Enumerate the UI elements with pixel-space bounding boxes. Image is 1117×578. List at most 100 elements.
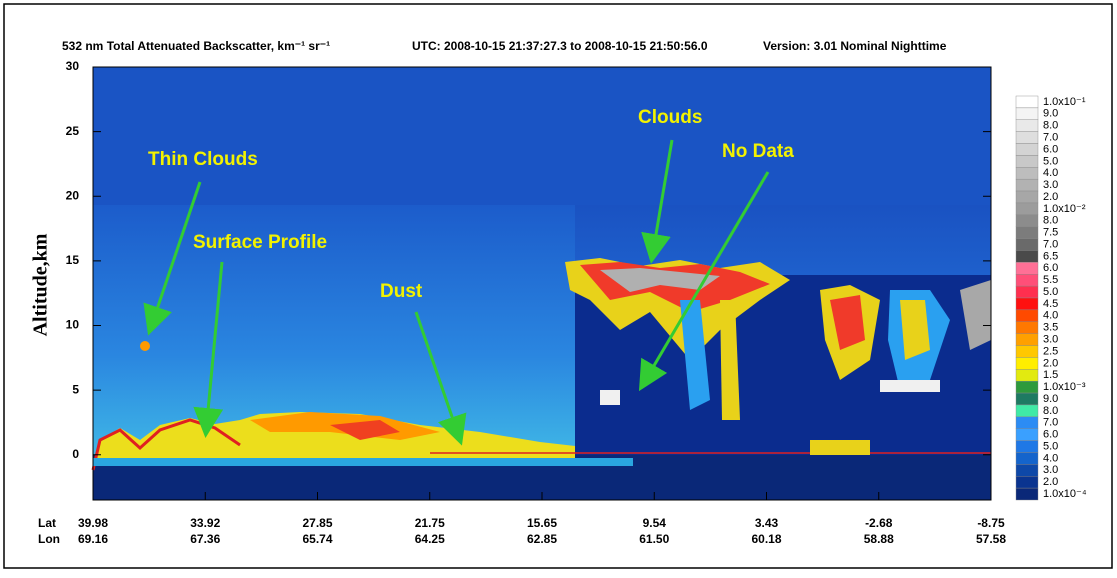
x-tick-label: 64.25 [415, 532, 445, 546]
backscatter-image [93, 67, 991, 500]
colorbar-swatch [1016, 298, 1038, 310]
colorbar-label: 4.0 [1043, 310, 1058, 322]
colorbar-label: 7.5 [1043, 227, 1058, 239]
colorbar-label: 2.0 [1043, 191, 1058, 203]
y-tick-label: 20 [66, 188, 80, 202]
x-tick-label: 58.88 [864, 532, 894, 546]
title: 532 nm Total Attenuated Backscatter, km⁻… [62, 39, 330, 53]
colorbar-label: 4.0 [1043, 167, 1058, 179]
colorbar-label: 6.0 [1043, 143, 1058, 155]
colorbar-swatch [1016, 203, 1038, 215]
colorbar-label: 9.0 [1043, 108, 1058, 120]
colorbar-swatch [1016, 262, 1038, 274]
annotation: No Data [722, 141, 794, 162]
colorbar-swatch [1016, 120, 1038, 132]
colorbar-label: 9.0 [1043, 393, 1058, 405]
colorbar-swatch [1016, 274, 1038, 286]
colorbar-label: 3.0 [1043, 333, 1058, 345]
colorbar-swatch [1016, 452, 1038, 464]
y-tick-label: 0 [72, 447, 79, 461]
colorbar-swatch [1016, 429, 1038, 441]
version: Version: 3.01 Nominal Nighttime [763, 39, 947, 53]
colorbar-swatch [1016, 191, 1038, 203]
colorbar-swatch [1016, 346, 1038, 358]
colorbar-swatch [1016, 155, 1038, 167]
annotation: Dust [380, 281, 423, 302]
colorbar-swatch [1016, 393, 1038, 405]
y-tick-label: 30 [66, 59, 80, 73]
colorbar-swatch [1016, 417, 1038, 429]
colorbar-swatch [1016, 227, 1038, 239]
colorbar-swatch [1016, 405, 1038, 417]
colorbar-swatch [1016, 215, 1038, 227]
x-tick-label: 69.16 [78, 532, 108, 546]
colorbar-label: 5.0 [1043, 155, 1058, 167]
colorbar-label: 2.0 [1043, 476, 1058, 488]
colorbar-swatch [1016, 476, 1038, 488]
x-tick-label: 61.50 [639, 532, 669, 546]
colorbar-label: 5.5 [1043, 274, 1058, 286]
colorbar-label: 1.0x10⁻⁴ [1043, 488, 1087, 500]
colorbar-label: 4.5 [1043, 298, 1058, 310]
colorbar-swatch [1016, 322, 1038, 334]
colorbar-label: 4.0 [1043, 452, 1058, 464]
x-tick-label: 21.75 [415, 516, 445, 530]
colorbar-swatch [1016, 167, 1038, 179]
x-tick-label: 27.85 [302, 516, 332, 530]
colorbar-swatch [1016, 464, 1038, 476]
colorbar-label: 7.0 [1043, 417, 1058, 429]
colorbar-label: 8.0 [1043, 405, 1058, 417]
x-tick-label: 33.92 [190, 516, 220, 530]
colorbar-swatch [1016, 369, 1038, 381]
x-row-name: Lat [38, 516, 56, 530]
x-tick-label: 39.98 [78, 516, 108, 530]
colorbar-label: 1.0x10⁻² [1043, 203, 1086, 215]
colorbar-swatch [1016, 132, 1038, 144]
colorbar-swatch [1016, 310, 1038, 322]
colorbar-label: 5.0 [1043, 286, 1058, 298]
annotation: Clouds [638, 107, 702, 128]
colorbar-swatch [1016, 334, 1038, 346]
colorbar-label: 3.0 [1043, 179, 1058, 191]
colorbar-label: 2.5 [1043, 345, 1058, 357]
colorbar-label: 7.0 [1043, 131, 1058, 143]
colorbar-label: 8.0 [1043, 215, 1058, 227]
y-tick-label: 25 [66, 124, 80, 138]
colorbar-label: 6.0 [1043, 429, 1058, 441]
colorbar-swatch [1016, 381, 1038, 393]
colorbar-swatch [1016, 239, 1038, 251]
colorbar-swatch [1016, 286, 1038, 298]
colorbar-label: 5.0 [1043, 440, 1058, 452]
annotation: Thin Clouds [148, 149, 258, 170]
y-tick-label: 10 [66, 318, 80, 332]
colorbar-label: 7.0 [1043, 238, 1058, 250]
chart: 532 nm Total Attenuated Backscatter, km⁻… [0, 0, 1117, 573]
colorbar-swatch [1016, 96, 1038, 108]
x-tick-label: 60.18 [751, 532, 781, 546]
y-tick-label: 5 [72, 382, 79, 396]
x-tick-label: -8.75 [977, 516, 1005, 530]
x-tick-label: 9.54 [643, 516, 667, 530]
colorbar-swatch [1016, 357, 1038, 369]
x-tick-label: 3.43 [755, 516, 779, 530]
colorbar-swatch [1016, 441, 1038, 453]
y-tick-label: 15 [66, 253, 80, 267]
x-tick-label: 62.85 [527, 532, 557, 546]
x-tick-label: -2.68 [865, 516, 893, 530]
colorbar-label: 6.5 [1043, 250, 1058, 262]
colorbar-swatch [1016, 144, 1038, 156]
colorbar-label: 8.0 [1043, 120, 1058, 132]
colorbar-label: 6.0 [1043, 262, 1058, 274]
colorbar-swatch [1016, 108, 1038, 120]
y-axis-label: Altitude,km [30, 233, 52, 336]
colorbar-swatch [1016, 179, 1038, 191]
x-row-name: Lon [38, 532, 60, 546]
x-tick-label: 15.65 [527, 516, 557, 530]
colorbar-label: 1.0x10⁻¹ [1043, 96, 1086, 108]
colorbar-label: 2.0 [1043, 357, 1058, 369]
colorbar-label: 3.0 [1043, 464, 1058, 476]
time-range: UTC: 2008-10-15 21:37:27.3 to 2008-10-15… [412, 39, 708, 53]
colorbar-label: 3.5 [1043, 322, 1058, 334]
colorbar-label: 1.5 [1043, 369, 1058, 381]
annotation: Surface Profile [193, 232, 327, 253]
